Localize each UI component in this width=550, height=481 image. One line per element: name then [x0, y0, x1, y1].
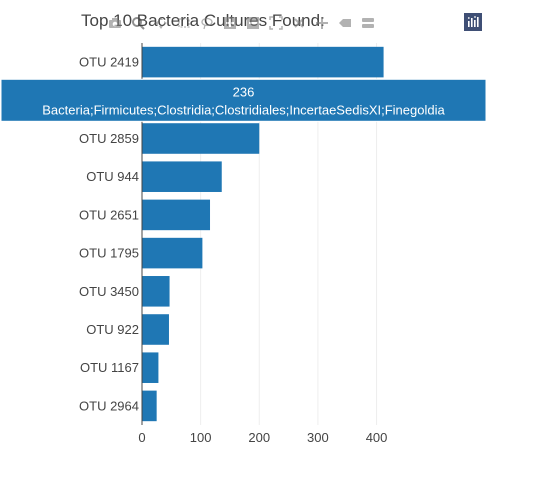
y-tick-label: OTU 1795: [79, 246, 139, 261]
bar[interactable]: [142, 161, 222, 192]
y-tick-label: OTU 2419: [79, 55, 139, 70]
x-axis-ticks: 0 100 200 300 400: [138, 430, 387, 445]
hover-compare-icon[interactable]: [361, 16, 375, 30]
bar[interactable]: [142, 390, 157, 422]
hover-value-label: 236: [233, 84, 255, 99]
x-tick-label: 300: [307, 430, 329, 445]
bar[interactable]: [142, 352, 159, 383]
y-tick-label: OTU 2651: [79, 207, 139, 222]
zoom-out-icon[interactable]: [246, 16, 260, 30]
x-tick-label: 100: [190, 430, 212, 445]
x-tick-label: 400: [366, 430, 388, 445]
y-tick-label: OTU 922: [86, 322, 139, 337]
hover-box: [0, 78, 487, 122]
hover-tooltip: 236 Bacteria;Firmicutes;Clostridia;Clostr…: [0, 78, 487, 122]
bar[interactable]: [142, 46, 384, 78]
y-tick-label: OTU 1167: [80, 360, 139, 375]
bar[interactable]: [142, 237, 203, 269]
camera-icon[interactable]: [108, 16, 122, 30]
bar[interactable]: [142, 314, 169, 345]
hover-taxonomy-label: Bacteria;Firmicutes;Clostridia;Clostridi…: [42, 102, 445, 117]
y-tick-label: OTU 944: [86, 169, 139, 184]
hover-closest-icon[interactable]: [338, 16, 352, 30]
plotly-logo-icon[interactable]: [464, 13, 482, 31]
x-tick-label: 0: [138, 430, 145, 445]
reset-axes-icon[interactable]: [292, 16, 306, 30]
zoom-in-icon[interactable]: [223, 16, 237, 30]
spike-lines-icon[interactable]: [315, 16, 329, 30]
modebar: [108, 12, 375, 34]
bar[interactable]: [142, 276, 170, 307]
y-tick-label: OTU 2859: [79, 131, 139, 146]
autoscale-icon[interactable]: [269, 16, 283, 30]
box-select-icon[interactable]: [177, 16, 191, 30]
zoom-icon[interactable]: [131, 16, 145, 30]
pan-icon[interactable]: [154, 16, 168, 30]
lasso-icon[interactable]: [200, 16, 214, 30]
bars: [142, 46, 384, 422]
x-tick-label: 200: [248, 430, 270, 445]
y-tick-label: OTU 2964: [79, 398, 139, 413]
bar[interactable]: [142, 199, 211, 231]
y-tick-label: OTU 3450: [79, 284, 139, 299]
bar[interactable]: [142, 123, 260, 154]
